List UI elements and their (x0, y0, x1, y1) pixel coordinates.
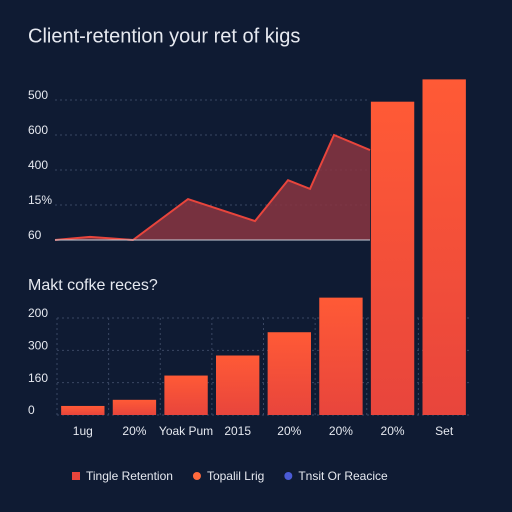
y-tick-label: 200 (28, 306, 48, 320)
legend-label: Tnsit Or Reacice (298, 469, 388, 483)
x-tick-label: 20% (329, 424, 353, 438)
bar (370, 101, 415, 415)
x-tick-label: 20% (122, 424, 146, 438)
bar (216, 355, 260, 415)
chart-title: Makt cofke reces? (28, 277, 158, 294)
y-tick-label: 15% (28, 193, 52, 207)
y-tick-label: 600 (28, 123, 48, 137)
bar (422, 79, 466, 415)
line (54, 133, 371, 242)
legend-label: Tingle Retention (86, 469, 173, 483)
chart-title: Client-retention your ret of kigs (28, 25, 300, 47)
y-tick-label: 0 (28, 403, 35, 417)
x-tick-label: Set (435, 424, 454, 438)
x-tick-label: 20% (277, 424, 301, 438)
legend-swatch (192, 472, 201, 480)
x-tick-label: 20% (381, 424, 405, 438)
legend-swatch (284, 472, 293, 480)
bar (112, 399, 157, 415)
y-tick-label: 500 (28, 88, 48, 102)
y-tick-label: 60 (28, 228, 42, 242)
bar (61, 405, 105, 415)
area (55, 135, 370, 240)
bar (164, 375, 208, 415)
y-tick-label: 400 (28, 158, 48, 172)
y-tick-label: 160 (28, 371, 48, 385)
bar (267, 332, 311, 415)
bar (319, 297, 363, 415)
x-tick-label: 2015 (224, 424, 251, 438)
x-tick-label: Yoak Pum (159, 424, 213, 438)
legend-label: Topalil Lrig (207, 469, 264, 483)
x-tick-label: 1ug (73, 424, 93, 438)
y-tick-label: 300 (28, 339, 48, 353)
legend-swatch (72, 472, 80, 480)
